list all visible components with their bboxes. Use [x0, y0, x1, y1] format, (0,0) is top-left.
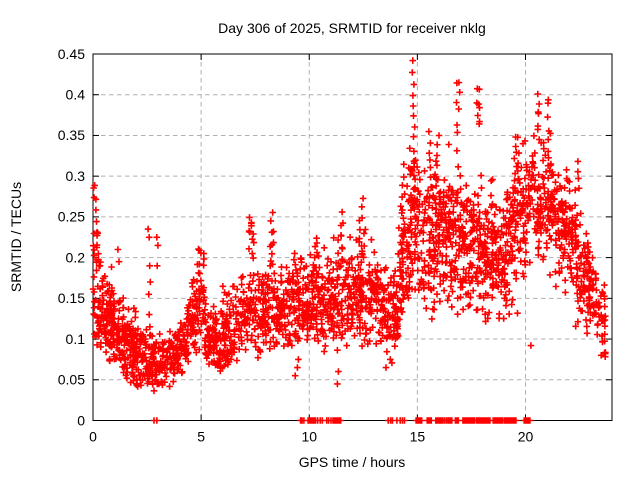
y-axis-label: SRMTID / TECUs [8, 182, 24, 292]
y-tick-label: 0.4 [66, 87, 86, 103]
x-axis-label: GPS time / hours [299, 454, 406, 470]
plot-border [92, 53, 613, 421]
chart-title: Day 306 of 2025, SRMTID for receiver nkl… [218, 20, 486, 36]
y-tick-label: 0.15 [58, 290, 85, 306]
y-tick-label: 0.2 [66, 249, 86, 265]
y-tick-label: 0 [77, 412, 85, 428]
x-tick-label: 5 [197, 429, 205, 445]
y-tick-label: 0.35 [58, 127, 85, 143]
y-tick-label: 0.45 [58, 46, 85, 62]
x-tick-label: 0 [89, 429, 97, 445]
y-tick-label: 0.05 [58, 372, 85, 388]
y-tick-label: 0.25 [58, 209, 85, 225]
y-tick-labels: 0 0.05 0.1 0.15 0.2 0.25 0.3 0.35 0.4 0.45 [58, 46, 86, 428]
y-tick-label: 0.3 [66, 168, 86, 184]
y-tick-label: 0.1 [66, 331, 86, 347]
x-tick-label: 20 [518, 429, 534, 445]
x-tick-label: 15 [410, 429, 426, 445]
x-tick-label: 10 [301, 429, 317, 445]
scatter-points [89, 57, 609, 424]
x-tick-labels: 0 5 10 15 20 [89, 429, 533, 445]
